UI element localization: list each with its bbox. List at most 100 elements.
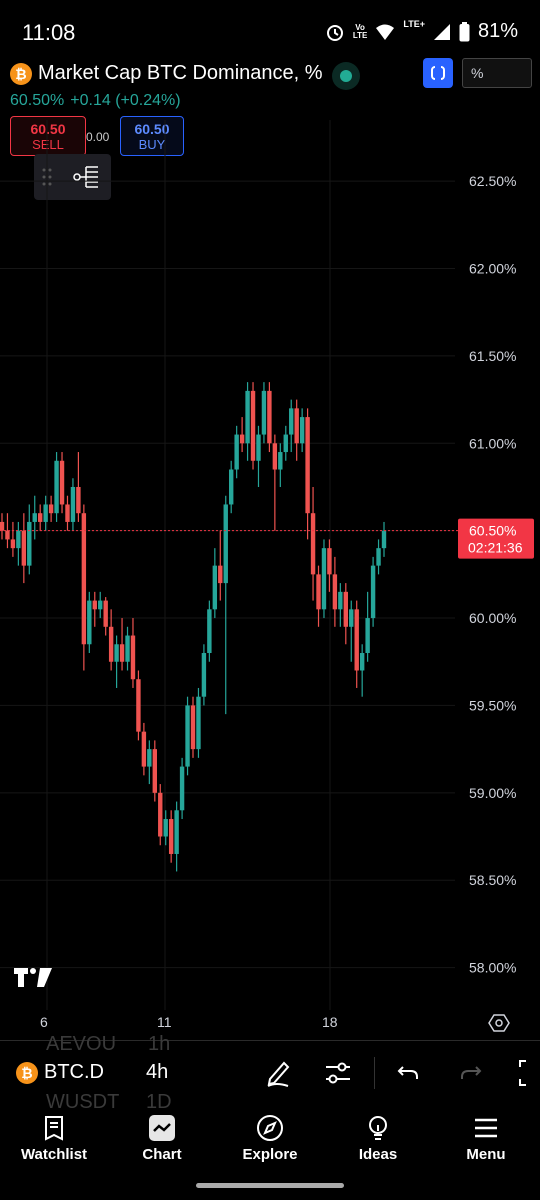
candle-body — [98, 600, 103, 610]
chart-tab-icon — [149, 1115, 175, 1141]
fullscreen-icon[interactable] — [516, 1057, 540, 1089]
y-tick-label: 60.00% — [469, 610, 516, 626]
candle-body — [381, 530, 387, 549]
redo-icon[interactable] — [454, 1057, 486, 1089]
nav-explore[interactable]: Explore — [220, 1106, 320, 1163]
candle-body — [54, 460, 59, 514]
y-tick-label: 58.00% — [469, 960, 516, 976]
spread-value: 0.00 — [86, 130, 110, 144]
candle-body — [332, 574, 338, 610]
candle-body — [103, 600, 108, 627]
undo-icon[interactable] — [393, 1057, 425, 1089]
candle-body — [229, 469, 234, 505]
nav-label: Chart — [142, 1146, 182, 1163]
sell-label: SELL — [32, 137, 64, 152]
drag-handle-icon[interactable] — [40, 167, 56, 187]
sync-toggle-button[interactable] — [423, 58, 453, 88]
candle-body — [256, 434, 261, 461]
battery-icon — [459, 21, 470, 41]
time-axis: 6 11 18 — [0, 1010, 540, 1038]
hamburger-icon — [475, 1118, 497, 1138]
signal-icon — [433, 23, 450, 40]
symbol-title-row[interactable]: ₿ Market Cap BTC Dominance, % — [10, 62, 323, 85]
candle-body — [201, 653, 207, 697]
candle-body — [212, 565, 218, 610]
drawing-tools-icon[interactable] — [262, 1057, 294, 1089]
candle-body — [136, 679, 141, 732]
nav-label: Menu — [466, 1146, 506, 1163]
nav-label: Explore — [242, 1146, 298, 1163]
status-bar: 11:08 Vo LTE LTE+ 81% — [0, 0, 540, 62]
sell-price: 60.50 — [30, 121, 66, 137]
candle-body — [359, 653, 365, 671]
nav-label: Watchlist — [20, 1146, 88, 1163]
percent-input[interactable]: % — [462, 58, 532, 88]
candle-body — [5, 530, 10, 540]
indicators-icon[interactable] — [322, 1057, 354, 1089]
candle-body — [261, 390, 267, 435]
toolbar-divider — [374, 1057, 375, 1089]
nav-ideas[interactable]: Ideas — [328, 1106, 428, 1163]
candle-body — [354, 609, 359, 671]
candle-body — [239, 434, 245, 444]
buy-price: 60.50 — [134, 121, 170, 137]
bottom-navigation: Watchlist Chart Explore Ideas Menu — [0, 1106, 540, 1178]
chart-toolbar: AEVOU 1h WUSDT 1D ₿ BTC.D 4h — [0, 1033, 540, 1113]
nav-menu[interactable]: Menu — [436, 1106, 536, 1163]
price-chart[interactable]: 62.50% 62.00% 61.50% 61.00% 60.50% 60.00% 59.5… — [0, 120, 540, 1020]
wifi-icon — [376, 24, 395, 40]
gesture-bar[interactable] — [196, 1183, 344, 1188]
candle-body — [130, 635, 136, 680]
symbol-selector[interactable]: ₿ BTC.D — [16, 1061, 104, 1084]
chart-settings-icon[interactable] — [488, 1012, 510, 1034]
candle-body — [70, 486, 76, 522]
candle-body — [267, 390, 272, 444]
status-icons: Vo LTE LTE+ 81% — [325, 20, 518, 43]
nav-label: Ideas — [358, 1146, 398, 1163]
candle-body — [250, 390, 256, 461]
compass-icon — [257, 1115, 283, 1141]
candle-body — [119, 644, 125, 662]
y-tick-label: 62.50% — [469, 173, 516, 189]
market-status-icon[interactable] — [332, 62, 360, 90]
candle-body — [272, 443, 278, 470]
candle-body — [349, 609, 354, 627]
sell-button[interactable]: 60.50 SELL — [10, 116, 86, 156]
candle-body — [168, 819, 174, 854]
candle-body — [245, 390, 250, 444]
candle-body — [179, 766, 185, 811]
price-change: +0.14 (+0.24%) — [70, 92, 181, 109]
symbol-name: BTC.D — [44, 1061, 104, 1083]
clock: 11:08 — [22, 20, 76, 45]
y-tick-label: 59.50% — [469, 697, 516, 713]
candle-body — [38, 513, 43, 522]
buy-button[interactable]: 60.50 BUY — [120, 116, 184, 156]
nav-watchlist[interactable]: Watchlist — [4, 1106, 104, 1163]
candle-body — [141, 731, 147, 767]
candle-body — [152, 749, 157, 793]
candle-body — [87, 600, 92, 645]
scroll-ghost-interval: 1D — [146, 1091, 172, 1113]
candle-body — [338, 591, 343, 610]
interval-selector[interactable]: 4h — [146, 1061, 169, 1083]
order-tree-icon[interactable] — [72, 164, 102, 190]
last-price: 60.50% — [10, 92, 65, 109]
candle-body — [196, 696, 201, 750]
candle-body — [81, 513, 87, 645]
candle-body — [108, 626, 114, 662]
y-tick-label: 62.00% — [469, 261, 516, 277]
alarm-icon — [326, 24, 343, 41]
nav-chart[interactable]: Chart — [112, 1106, 212, 1163]
candle-body — [48, 504, 54, 514]
candle-body — [174, 810, 179, 854]
current-price-label: 60.50% — [469, 523, 516, 539]
scroll-ghost-symbol: AEVOU — [46, 1033, 117, 1055]
sync-icon — [431, 65, 445, 81]
candle-body — [0, 521, 5, 531]
buy-label: BUY — [138, 137, 166, 152]
candle-body — [10, 539, 16, 549]
lte-label: LTE+ — [403, 19, 425, 29]
candle-body — [32, 513, 37, 522]
x-tick-label: 6 — [40, 1014, 48, 1030]
price-quote: 60.50% +0.14 (+0.24%) — [10, 92, 181, 110]
